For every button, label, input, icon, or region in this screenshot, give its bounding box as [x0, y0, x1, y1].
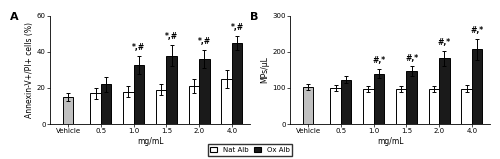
Bar [123, 92, 134, 124]
Text: #,*: #,* [470, 26, 484, 35]
Bar [439, 58, 450, 124]
Bar [303, 87, 314, 124]
Bar [90, 93, 101, 124]
X-axis label: mg/mL: mg/mL [377, 137, 403, 146]
Legend: Nat Alb, Ox Alb: Nat Alb, Ox Alb [208, 144, 292, 156]
Bar [134, 65, 144, 124]
Text: #,*: #,* [372, 56, 386, 66]
Bar [462, 89, 472, 124]
Text: #,*: #,* [405, 54, 418, 63]
Bar [374, 74, 384, 124]
Bar [63, 97, 74, 124]
Bar [156, 90, 166, 124]
Bar [472, 49, 482, 124]
Text: *,#: *,# [198, 37, 211, 46]
Y-axis label: Annexin-V+/PI+ cells (%): Annexin-V+/PI+ cells (%) [25, 22, 34, 118]
Bar [101, 84, 112, 124]
Text: A: A [10, 12, 18, 22]
Bar [232, 43, 242, 124]
Text: *,#: *,# [165, 32, 178, 41]
Bar [363, 89, 374, 124]
Bar [406, 71, 417, 124]
Text: #,*: #,* [438, 38, 451, 47]
Bar [341, 80, 351, 124]
Bar [166, 55, 177, 124]
Bar [428, 89, 439, 124]
Y-axis label: MPs/μL: MPs/μL [260, 56, 270, 83]
X-axis label: mg/mL: mg/mL [137, 137, 163, 146]
Bar [330, 88, 341, 124]
Text: *,#: *,# [230, 23, 244, 32]
Bar [188, 86, 199, 124]
Bar [396, 89, 406, 124]
Text: *,#: *,# [132, 43, 145, 52]
Text: B: B [250, 12, 258, 22]
Bar [222, 79, 232, 124]
Bar [199, 59, 209, 124]
